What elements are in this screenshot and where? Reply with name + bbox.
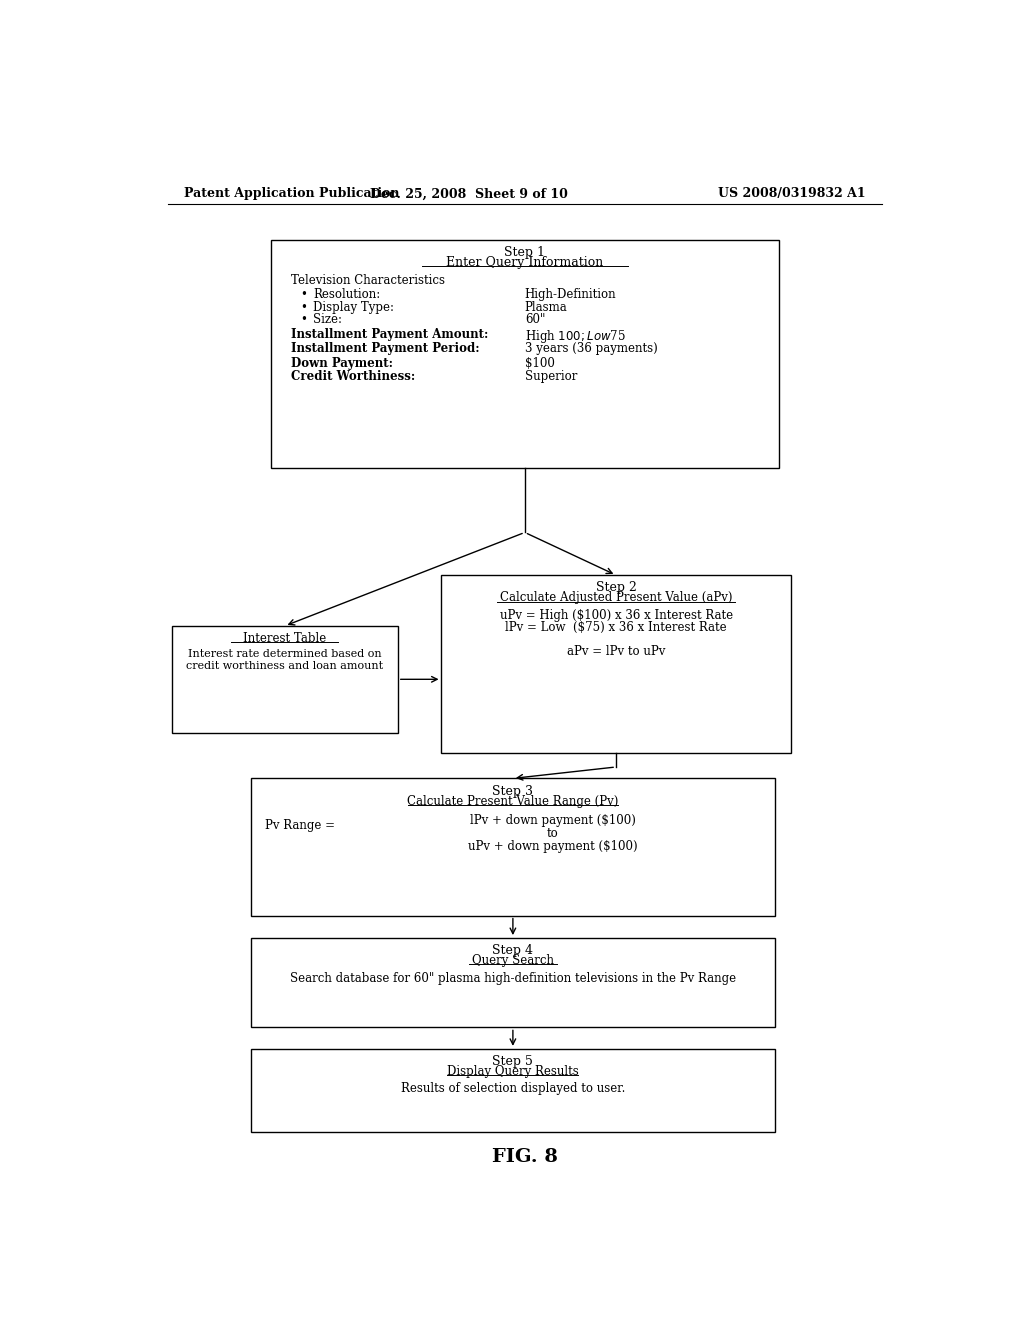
Text: Results of selection displayed to user.: Results of selection displayed to user. (400, 1082, 625, 1096)
Text: Down Payment:: Down Payment: (291, 356, 392, 370)
Text: Step 3: Step 3 (493, 784, 534, 797)
Text: to: to (547, 828, 558, 841)
Text: Installment Payment Period:: Installment Payment Period: (291, 342, 479, 355)
Text: Plasma: Plasma (524, 301, 567, 314)
Text: High $100; Low $75: High $100; Low $75 (524, 329, 626, 345)
Text: •: • (300, 301, 307, 314)
Text: credit worthiness and loan amount: credit worthiness and loan amount (186, 660, 383, 671)
Text: Installment Payment Amount:: Installment Payment Amount: (291, 329, 488, 341)
Text: High-Definition: High-Definition (524, 289, 616, 301)
Text: 3 years (36 payments): 3 years (36 payments) (524, 342, 657, 355)
Text: Step 2: Step 2 (596, 581, 637, 594)
Text: uPv + down payment ($100): uPv + down payment ($100) (468, 841, 637, 854)
Text: Enter Query Information: Enter Query Information (446, 256, 603, 269)
Text: Interest rate determined based on: Interest rate determined based on (188, 649, 382, 659)
Text: Step 5: Step 5 (493, 1055, 534, 1068)
Text: Patent Application Publication: Patent Application Publication (183, 187, 399, 201)
Text: lPv + down payment ($100): lPv + down payment ($100) (470, 814, 636, 826)
Text: aPv = lPv to uPv: aPv = lPv to uPv (567, 645, 666, 659)
Text: Resolution:: Resolution: (313, 289, 380, 301)
Bar (270, 240, 779, 469)
Text: Credit Worthiness:: Credit Worthiness: (291, 370, 415, 383)
Text: US 2008/0319832 A1: US 2008/0319832 A1 (719, 187, 866, 201)
Text: Step 1: Step 1 (504, 246, 546, 259)
Text: Pv Range =: Pv Range = (265, 818, 335, 832)
Text: 60": 60" (524, 313, 545, 326)
Text: Dec. 25, 2008  Sheet 9 of 10: Dec. 25, 2008 Sheet 9 of 10 (371, 187, 568, 201)
Text: Search database for 60" plasma high-definition televisions in the Pv Range: Search database for 60" plasma high-defi… (290, 972, 736, 985)
Bar (251, 1049, 775, 1133)
Text: FIGURE 8: FIGURE 8 (485, 247, 564, 261)
Bar (251, 939, 775, 1027)
Text: lPv = Low  ($75) x 36 x Interest Rate: lPv = Low ($75) x 36 x Interest Rate (505, 620, 727, 634)
Text: •: • (300, 289, 307, 301)
Text: Interest Table: Interest Table (243, 632, 327, 645)
Text: Size:: Size: (313, 313, 342, 326)
Bar (172, 626, 397, 733)
Text: Calculate Present Value Range (Pv): Calculate Present Value Range (Pv) (408, 795, 618, 808)
Text: •: • (300, 313, 307, 326)
Text: Calculate Adjusted Present Value (aPv): Calculate Adjusted Present Value (aPv) (500, 591, 732, 605)
Bar (441, 576, 791, 752)
Text: Television Characteristics: Television Characteristics (291, 275, 444, 288)
Text: Superior: Superior (524, 370, 578, 383)
Bar (251, 779, 775, 916)
Text: FIG. 8: FIG. 8 (492, 1147, 558, 1166)
Text: Display Query Results: Display Query Results (447, 1065, 579, 1078)
Text: Display Type:: Display Type: (313, 301, 394, 314)
Text: $100: $100 (524, 356, 555, 370)
Text: Step 4: Step 4 (493, 944, 534, 957)
Text: uPv = High ($100) x 36 x Interest Rate: uPv = High ($100) x 36 x Interest Rate (500, 609, 732, 622)
Text: Query Search: Query Search (472, 954, 554, 968)
